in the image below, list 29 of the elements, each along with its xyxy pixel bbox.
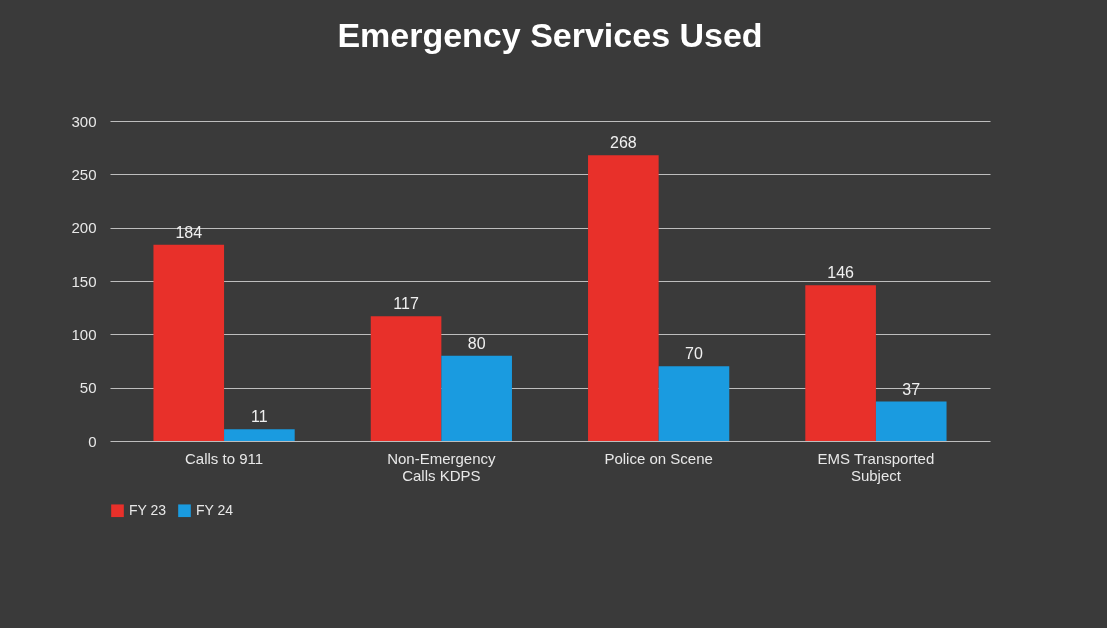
y-tick-label: 100 bbox=[71, 325, 97, 343]
bar bbox=[153, 244, 225, 441]
x-tick-label: Non-Emergency Calls KDPS bbox=[387, 449, 497, 484]
y-tick-label: 250 bbox=[71, 165, 97, 183]
bar bbox=[588, 155, 659, 441]
y-tick-label: 200 bbox=[71, 219, 97, 237]
bar bbox=[805, 285, 876, 441]
bar bbox=[658, 366, 730, 441]
data-label: 184 bbox=[175, 223, 203, 241]
y-tick-label: 300 bbox=[71, 112, 97, 130]
data-label: 70 bbox=[685, 345, 703, 363]
data-label: 117 bbox=[393, 295, 419, 313]
legend-label: FY 24 bbox=[196, 501, 234, 518]
legend-label: FY 23 bbox=[129, 501, 167, 518]
chart-title: Emergency Services Used bbox=[337, 16, 763, 54]
y-tick-label: 50 bbox=[79, 379, 97, 397]
data-label: 268 bbox=[609, 134, 637, 152]
x-tick-label: Police on Scene bbox=[604, 449, 713, 467]
data-label: 80 bbox=[467, 334, 486, 352]
bar bbox=[875, 401, 947, 441]
y-tick-label: 150 bbox=[71, 272, 97, 290]
y-tick-label: 0 bbox=[88, 432, 97, 450]
bar bbox=[224, 429, 295, 441]
data-label: 11 bbox=[251, 408, 268, 426]
data-label: 146 bbox=[827, 264, 855, 282]
x-tick-label: Calls to 911 bbox=[185, 449, 264, 467]
bar bbox=[441, 355, 512, 441]
bar bbox=[370, 316, 442, 441]
x-tick-label: EMS Transported Subject bbox=[817, 449, 935, 484]
